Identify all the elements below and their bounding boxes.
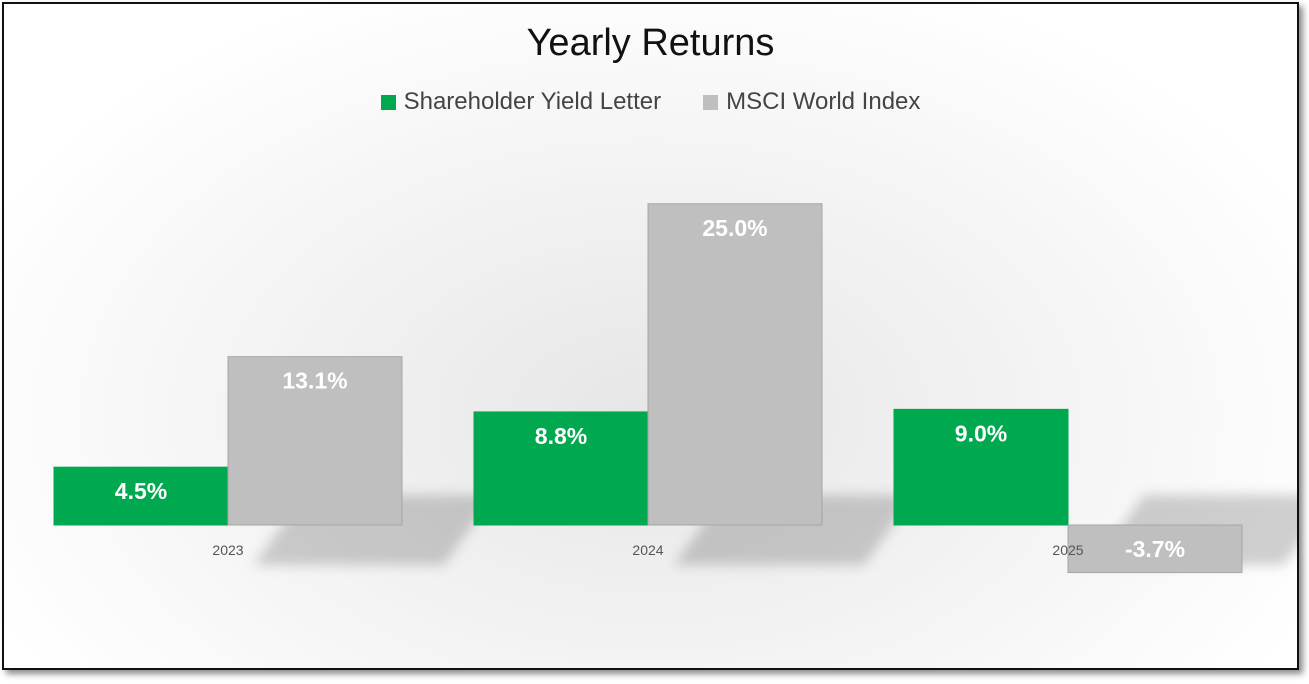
bar-msci-world-2025	[1067, 524, 1243, 574]
legend-swatch-series-1	[380, 94, 396, 110]
legend-item-series-1: Shareholder Yield Letter	[380, 88, 662, 116]
x-tick-label: 2024	[632, 542, 663, 558]
bar-shareholder-yield-2024	[473, 411, 649, 526]
data-label: 9.0%	[955, 420, 1007, 446]
chart-legend: Shareholder Yield Letter MSCI World Inde…	[4, 88, 1297, 116]
x-tick-label: 2023	[212, 542, 243, 558]
legend-label-series-1: Shareholder Yield Letter	[403, 88, 662, 115]
legend-swatch-series-2	[703, 94, 719, 110]
bar-msci-world-2024	[647, 203, 823, 526]
chart-plot-area: 4.5% 8.8% 9.0% 13.1% 25.0% -3.7% 2023 2024 2025	[53, 203, 1297, 574]
bar-msci-world-2023	[227, 356, 403, 526]
x-tick-label: 2025	[1052, 542, 1083, 558]
data-label: 13.1%	[282, 368, 347, 394]
data-label: -3.7%	[1125, 536, 1185, 562]
data-label: 25.0%	[702, 215, 767, 241]
bar-shareholder-yield-2025	[893, 408, 1069, 526]
chart-title: Yearly Returns	[526, 22, 775, 64]
bar-shareholder-yield-2023	[53, 466, 229, 526]
chart-frame: Yearly Returns Shareholder Yield Letter …	[2, 2, 1299, 670]
data-label: 4.5%	[115, 478, 167, 504]
legend-label-series-2: MSCI World Index	[726, 88, 921, 115]
data-label: 8.8%	[535, 423, 587, 449]
legend-item-series-2: MSCI World Index	[703, 88, 920, 116]
